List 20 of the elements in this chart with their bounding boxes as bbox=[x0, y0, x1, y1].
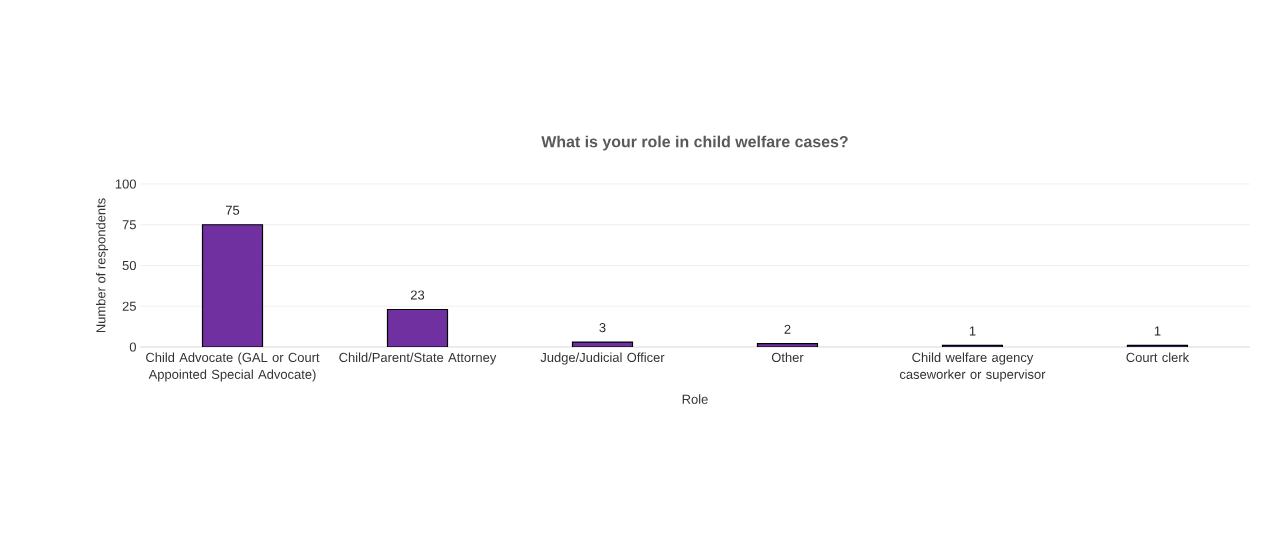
data-label: 3 bbox=[599, 323, 606, 333]
y-tick-label: 75 bbox=[122, 220, 136, 230]
x-tick-label: Child Advocate (GAL or Court Appointed Special Advocate) bbox=[146, 352, 320, 382]
x-tick-label: Court clerk bbox=[1126, 352, 1190, 363]
x-tick-label: Judge/Judicial Officer bbox=[540, 352, 665, 365]
data-label: 2 bbox=[784, 324, 791, 334]
x-axis-title: Role bbox=[682, 394, 708, 404]
x-tick-label: Other bbox=[771, 352, 804, 363]
y-axis-title: Number of respondents bbox=[95, 198, 109, 333]
y-tick-label: 25 bbox=[122, 301, 136, 311]
y-tick-label: 100 bbox=[115, 179, 136, 189]
x-tick-label: Child/Parent/State Attorney bbox=[339, 352, 497, 365]
data-label: 1 bbox=[1154, 326, 1161, 336]
data-label: 1 bbox=[969, 326, 976, 336]
y-tick-label: 0 bbox=[129, 342, 136, 352]
data-label: 23 bbox=[410, 290, 425, 300]
y-tick-label: 50 bbox=[122, 260, 136, 271]
data-label: 75 bbox=[225, 205, 240, 215]
chart-title: What is your role in child welfare cases? bbox=[541, 135, 848, 151]
x-tick-label: Child welfare agency caseworker or supervisor bbox=[899, 352, 1046, 382]
